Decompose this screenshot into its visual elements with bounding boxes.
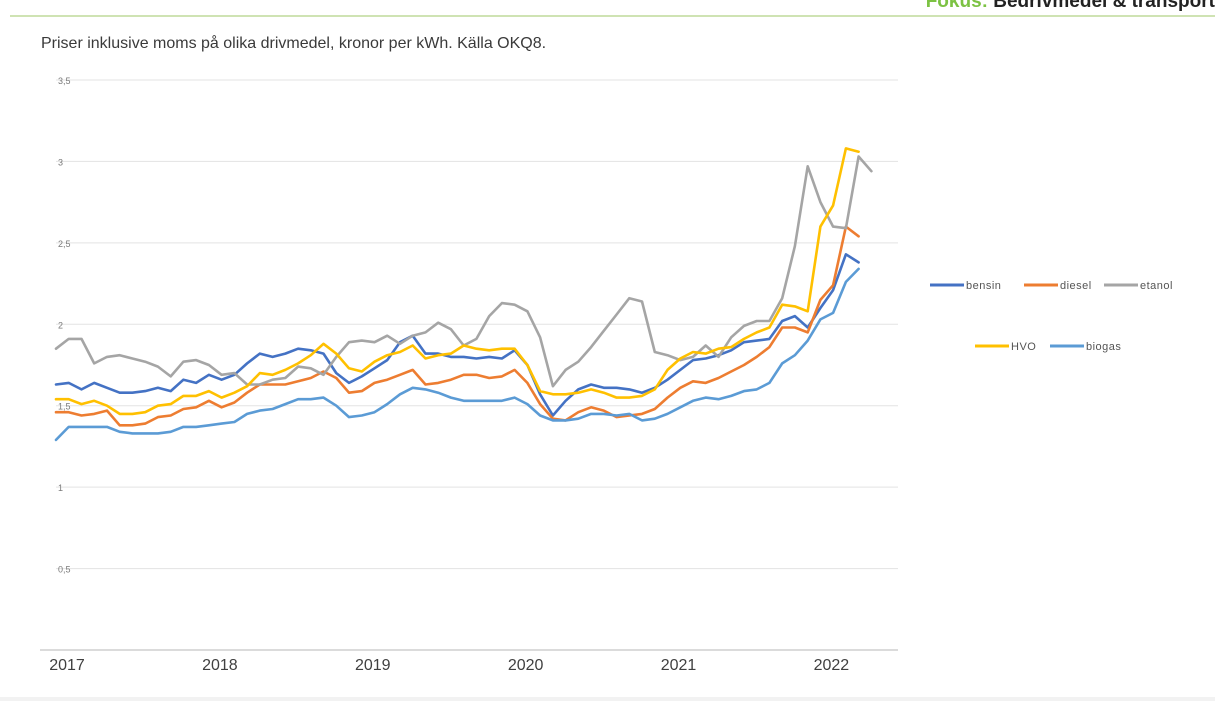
legend-item-bensin: bensin	[930, 280, 1001, 292]
chart-title: Priser inklusive moms på olika drivmedel…	[41, 35, 547, 52]
x-tick-label: 2018	[202, 657, 238, 674]
legend-item-diesel: diesel	[1024, 280, 1092, 292]
header-main-text: Bedrivmedel & transport	[993, 0, 1215, 12]
series-line-etanol	[54, 155, 873, 388]
legend-label: diesel	[1060, 280, 1092, 292]
top-rule	[10, 15, 1215, 17]
header-accent-text: Fokus:	[925, 0, 988, 12]
gridlines	[56, 79, 898, 570]
legend-label: etanol	[1140, 280, 1173, 292]
series-lines	[54, 147, 873, 442]
series-line-hvo	[54, 147, 860, 416]
legend-item-hvo: HVO	[975, 341, 1036, 353]
y-tick-label: 0,5	[58, 565, 71, 575]
y-tick-label: 2	[58, 320, 63, 330]
y-tick-label: 3,5	[58, 76, 71, 86]
x-tick-label: 2017	[49, 657, 85, 674]
x-tick-label: 2019	[355, 657, 391, 674]
header-fragment: Fokus: Bedrivmedel & transport	[926, 0, 1215, 15]
legend-label: biogas	[1086, 341, 1121, 353]
series-line-diesel	[54, 225, 860, 427]
y-axis-ticks: 0,5 1 1,5 2 2,5 3 3,5	[58, 76, 71, 575]
legend-item-biogas: biogas	[1050, 341, 1121, 353]
x-tick-label: 2020	[508, 657, 544, 674]
y-tick-label: 3	[58, 157, 63, 167]
legend-item-etanol: etanol	[1104, 280, 1173, 292]
y-tick-label: 1,5	[58, 402, 71, 412]
x-tick-label: 2021	[661, 657, 697, 674]
legend-label: HVO	[1011, 341, 1036, 353]
bottom-shade	[0, 697, 1215, 701]
series-line-bensin	[54, 253, 860, 417]
y-tick-label: 1	[58, 483, 63, 493]
x-tick-label: 2022	[814, 657, 850, 674]
series-line-biogas	[54, 267, 860, 442]
legend: bensin diesel etanol HVO biogas	[930, 280, 1173, 353]
x-axis: 2017 2018 2019 2020 2021 2022	[40, 649, 898, 674]
legend-label: bensin	[966, 280, 1001, 292]
y-tick-label: 2,5	[58, 239, 71, 249]
